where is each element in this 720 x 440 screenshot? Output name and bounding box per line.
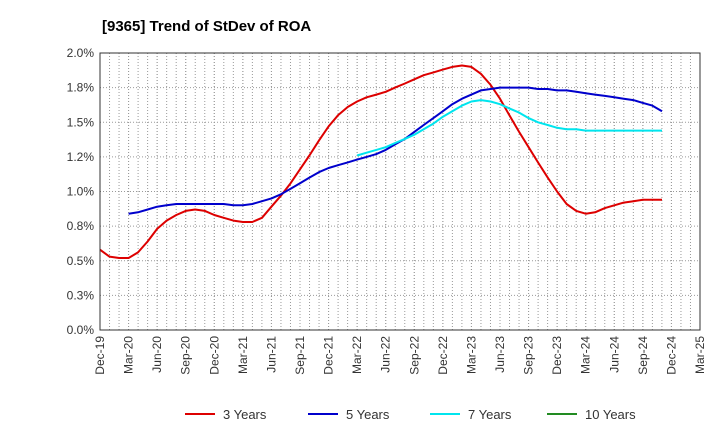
x-tick-label: Mar-20	[122, 336, 136, 374]
x-tick-label: Sep-24	[636, 336, 650, 375]
x-tick-label: Mar-22	[350, 336, 364, 374]
axes	[99, 52, 701, 331]
plot-border	[99, 52, 701, 331]
x-tick-label: Sep-21	[293, 336, 307, 375]
legend: 3 Years 5 Years 7 Years 10 Years	[185, 407, 636, 422]
x-tick-label: Jun-23	[493, 336, 507, 373]
series-lines	[99, 64, 663, 259]
x-tick-label: Jun-20	[150, 336, 164, 373]
x-tick-label: Jun-24	[607, 336, 621, 373]
series-line-2	[128, 86, 663, 215]
y-tick-label: 0.0%	[67, 323, 95, 337]
y-tick-label: 1.5%	[67, 115, 95, 129]
x-tick-label: Mar-23	[464, 336, 478, 374]
y-tick-label: 0.5%	[67, 254, 95, 268]
x-tick-label: Jun-21	[264, 336, 278, 373]
x-tick-label: Mar-21	[236, 336, 250, 374]
x-tick-label: Dec-23	[550, 336, 564, 375]
legend-label-4: 10 Years	[585, 407, 636, 422]
legend-label-2: 5 Years	[346, 407, 390, 422]
x-tick-label: Dec-20	[207, 336, 221, 375]
y-axis-ticks: 0.0% 0.3% 0.5% 0.8% 1.0% 1.2% 1.5% 1.8% 2.0%	[67, 46, 95, 337]
y-tick-label: 2.0%	[67, 46, 95, 60]
legend-label-3: 7 Years	[468, 407, 512, 422]
x-tick-label: Mar-24	[579, 336, 593, 374]
series-line-3	[356, 99, 662, 157]
y-tick-label: 1.0%	[67, 185, 95, 199]
x-tick-label: Jun-22	[379, 336, 393, 373]
x-tick-label: Mar-25	[693, 336, 707, 374]
x-tick-label: Dec-21	[322, 336, 336, 375]
x-tick-label: Dec-22	[436, 336, 450, 375]
x-axis-ticks: Dec-19 Mar-20 Jun-20 Sep-20 Dec-20 Mar-21 Jun-…	[93, 336, 707, 375]
y-tick-label: 0.3%	[67, 288, 95, 302]
series-line-1	[99, 64, 662, 259]
x-tick-label: Sep-20	[179, 336, 193, 375]
x-tick-label: Sep-22	[407, 336, 421, 375]
y-tick-label: 1.8%	[67, 81, 95, 95]
x-tick-label: Sep-23	[522, 336, 536, 375]
y-tick-label: 0.8%	[67, 219, 95, 233]
y-tick-label: 1.2%	[67, 150, 95, 164]
legend-label-1: 3 Years	[223, 407, 267, 422]
chart-title: [9365] Trend of StDev of ROA	[102, 18, 311, 35]
x-tick-label: Dec-24	[664, 336, 678, 375]
x-tick-label: Dec-19	[93, 336, 107, 375]
